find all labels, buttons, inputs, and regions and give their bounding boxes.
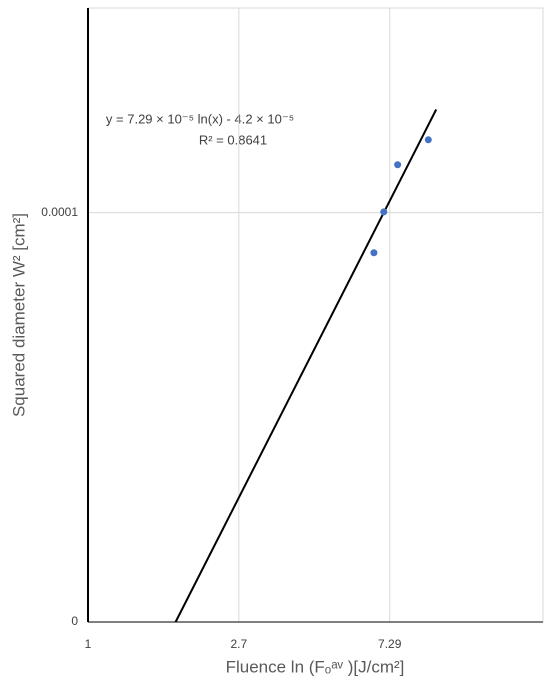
trendline-equation: y = 7.29 × 10⁻⁵ ln(x) - 4.2 × 10⁻⁵ xyxy=(106,111,294,126)
data-point xyxy=(424,136,432,144)
trendline xyxy=(174,109,438,623)
x-tick-label: 7.29 xyxy=(378,637,402,651)
data-point xyxy=(370,249,378,257)
x-tick-label: 2.7 xyxy=(231,637,248,651)
data-point xyxy=(394,161,402,169)
y-axis-title: Squared diameter W² [cm²] xyxy=(9,213,28,417)
x-tick-label: 1 xyxy=(85,637,92,651)
x-axis-title: Fluence ln (Fₒᵃᵛ )[J/cm²] xyxy=(226,657,405,676)
data-point xyxy=(380,208,388,216)
y-tick-label: 0 xyxy=(71,614,78,628)
y-tick-label: 0.0001 xyxy=(41,205,78,219)
r-squared: R² = 0.8641 xyxy=(199,132,267,147)
plot-frame xyxy=(87,7,544,623)
